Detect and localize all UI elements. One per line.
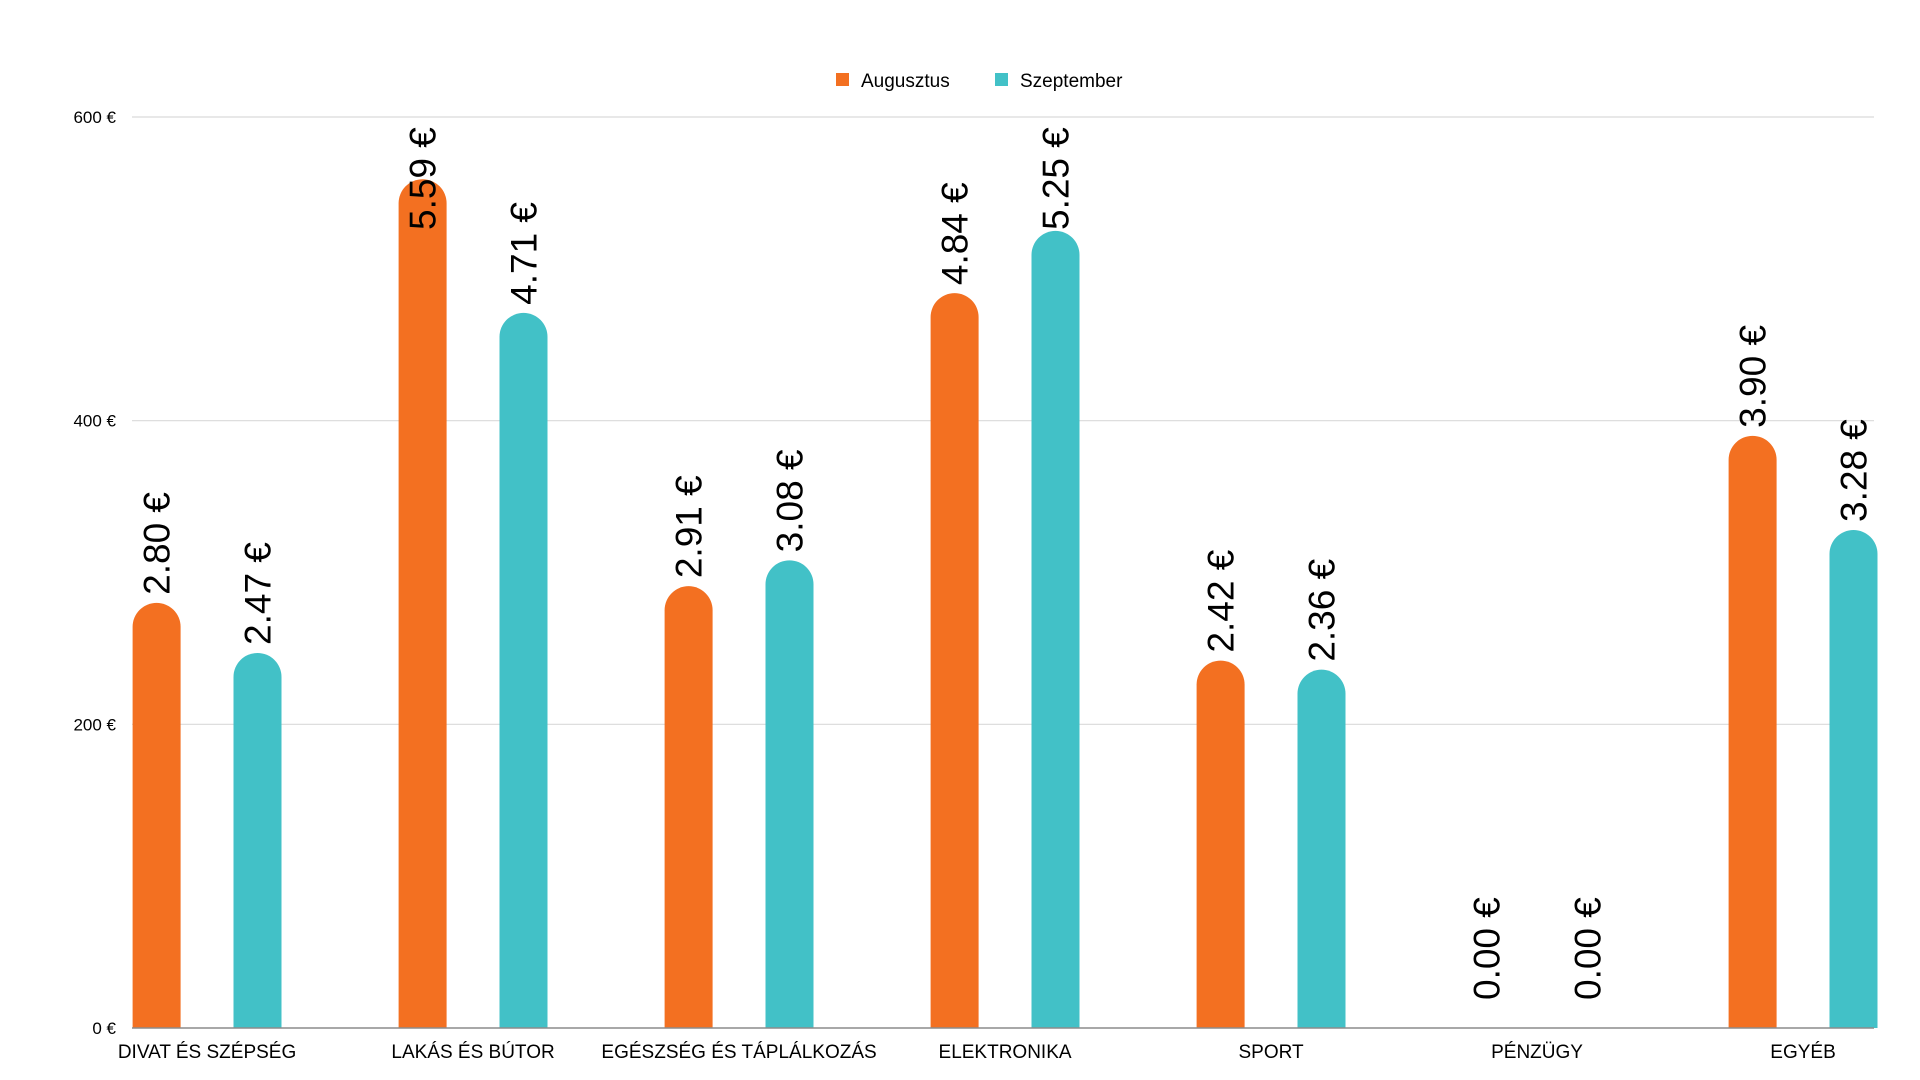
bar-augusztus[interactable] — [132, 602, 181, 1028]
data-label: 4.84 € — [935, 182, 976, 285]
data-label: 2.80 € — [137, 492, 178, 595]
x-category-label: LAKÁS ÉS BÚTOR — [391, 1041, 554, 1063]
x-axis: DIVAT ÉS SZÉPSÉG LAKÁS ÉS BÚTOR EGÉSZSÉG É… — [118, 1027, 1874, 1063]
x-category-label: SPORT — [1238, 1042, 1304, 1063]
bar-szeptember[interactable] — [765, 560, 814, 1028]
legend-label-szeptember[interactable]: Szeptember — [1020, 71, 1123, 92]
bar-szeptember[interactable] — [1031, 230, 1080, 1028]
bar-szeptember[interactable] — [233, 652, 282, 1028]
bar-augusztus[interactable] — [398, 179, 447, 1028]
y-tick-label: 400 € — [73, 412, 116, 431]
data-label: 2.36 € — [1302, 558, 1343, 661]
data-label: 2.42 € — [1201, 549, 1242, 652]
bar-augusztus[interactable] — [1728, 435, 1777, 1028]
data-label: 0.00 € — [1568, 897, 1609, 1000]
legend-swatch-augusztus — [836, 73, 849, 86]
y-axis: 0 € 200 € 400 € 600 € — [73, 108, 116, 1038]
bar-augusztus[interactable] — [930, 293, 979, 1028]
y-tick-label: 200 € — [73, 715, 116, 734]
bar-szeptember[interactable] — [1829, 529, 1878, 1028]
data-label: 4.71 € — [504, 202, 545, 305]
data-label: 3.28 € — [1834, 419, 1875, 522]
bar-augusztus[interactable] — [1196, 660, 1245, 1028]
bar-augusztus[interactable] — [664, 586, 713, 1028]
data-label: 3.90 € — [1733, 325, 1774, 428]
y-tick-label: 0 € — [92, 1019, 116, 1038]
data-label: 5.59 € — [403, 127, 444, 230]
legend-label-augusztus[interactable]: Augusztus — [861, 71, 950, 92]
data-label: 0.00 € — [1467, 897, 1508, 1000]
data-label: 5.25 € — [1036, 127, 1077, 230]
bar-szeptember[interactable] — [1297, 669, 1346, 1028]
legend-swatch-szeptember — [995, 73, 1008, 86]
gridlines — [132, 116, 1874, 725]
x-category-label: DIVAT ÉS SZÉPSÉG — [118, 1042, 296, 1063]
x-category-label: PÉNZÜGY — [1491, 1042, 1583, 1063]
data-label: 2.47 € — [238, 542, 279, 645]
x-category-label: ELEKTRONIKA — [939, 1042, 1072, 1063]
bar-szeptember[interactable] — [499, 312, 548, 1028]
data-label: 3.08 € — [770, 449, 811, 552]
data-labels: 2.80 € 2.47 € 5.59 € 4.71 € 2.91 € 3.08 € 4.84… — [137, 127, 1875, 1000]
x-category-label: EGÉSZSÉG ÉS TÁPLÁLKOZÁS — [601, 1042, 876, 1063]
legend: Augusztus Szeptember — [836, 71, 1123, 92]
data-label: 2.91 € — [669, 475, 710, 578]
bars — [132, 179, 1878, 1028]
x-category-label: EGYÉB — [1770, 1042, 1835, 1063]
y-tick-label: 600 € — [73, 108, 116, 127]
